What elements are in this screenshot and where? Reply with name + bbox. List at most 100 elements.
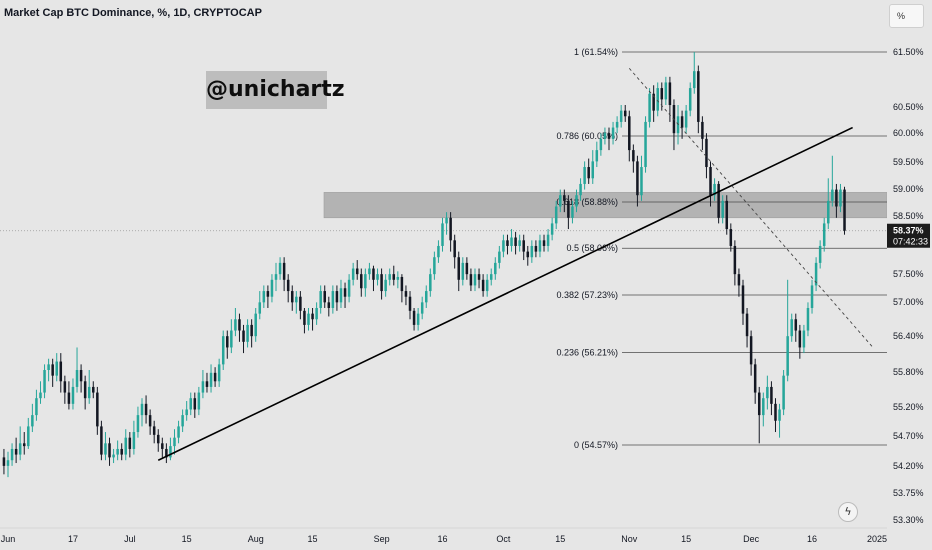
candle	[567, 200, 570, 218]
candle	[201, 381, 205, 393]
candle	[79, 370, 83, 382]
candle	[416, 313, 420, 325]
candle	[87, 386, 91, 399]
candle	[254, 313, 257, 337]
time-tick-label: 15	[681, 534, 691, 544]
price-axis-bg	[887, 0, 932, 550]
time-tick-label: 15	[308, 534, 318, 544]
candle	[628, 116, 631, 151]
candle	[664, 82, 668, 100]
unit-toggle-button[interactable]: %	[889, 4, 924, 28]
candle	[753, 364, 757, 393]
time-tick-label: Jun	[1, 534, 16, 544]
price-tick-label: 53.75%	[893, 488, 924, 498]
candle	[39, 392, 42, 399]
candle	[802, 330, 806, 348]
candle	[221, 336, 225, 365]
candle	[469, 274, 473, 286]
candle	[376, 274, 379, 280]
candle	[299, 296, 302, 311]
candle	[571, 206, 574, 218]
candle	[307, 313, 310, 325]
candle	[335, 291, 339, 303]
candle	[502, 240, 505, 252]
candle	[303, 310, 306, 325]
candle	[778, 409, 781, 421]
candle	[725, 200, 729, 230]
candle	[311, 313, 314, 320]
candle	[693, 71, 696, 89]
candle	[530, 245, 534, 258]
time-tick-label: 15	[555, 534, 565, 544]
candle	[290, 291, 294, 303]
candle	[10, 448, 14, 461]
fib-level-label: 1 (61.54%)	[574, 47, 618, 57]
candle	[762, 398, 765, 416]
candle	[538, 240, 542, 252]
candle	[250, 324, 253, 337]
candle	[144, 403, 148, 416]
candle	[51, 364, 54, 376]
fib-level-label: 0 (54.57%)	[574, 440, 618, 450]
candle	[412, 310, 416, 325]
candle	[774, 403, 777, 421]
time-tick-label: 16	[437, 534, 447, 544]
candle	[818, 245, 822, 263]
time-tick-label: Jul	[124, 534, 136, 544]
candle	[575, 195, 578, 207]
chart-title: Market Cap BTC Dominance, %, 1D, CRYPTOC…	[4, 7, 262, 19]
candle	[461, 262, 465, 280]
price-tick-label: 58.50%	[893, 211, 924, 221]
candle	[603, 133, 607, 139]
candle	[2, 457, 6, 466]
candle	[100, 426, 103, 455]
candle	[197, 392, 201, 410]
candle	[136, 415, 140, 433]
candle	[534, 245, 538, 252]
candle	[798, 330, 802, 348]
candle	[120, 448, 123, 455]
candle	[831, 189, 834, 201]
candle	[47, 364, 50, 371]
time-tick-label: Sep	[374, 534, 390, 544]
watermark: @unichartz	[206, 71, 345, 109]
candle	[177, 426, 180, 438]
candle	[445, 217, 448, 224]
candle	[35, 398, 38, 416]
candle	[22, 443, 26, 447]
time-tick-label: Aug	[248, 534, 264, 544]
candle	[189, 398, 192, 410]
candle	[489, 274, 493, 280]
fib-level-label: 0.618 (58.88%)	[556, 197, 618, 207]
candle	[104, 443, 107, 455]
candle	[360, 274, 363, 289]
candle	[364, 274, 367, 289]
candle	[400, 276, 404, 292]
candle	[181, 415, 184, 427]
candle	[67, 392, 71, 404]
resistance-zone	[323, 192, 888, 219]
candle	[258, 302, 262, 314]
price-tick-label: 54.20%	[893, 461, 924, 471]
candle	[343, 288, 347, 297]
candle	[827, 200, 830, 224]
candle	[810, 285, 814, 308]
candle	[92, 386, 95, 393]
candle	[140, 403, 144, 416]
time-tick-label: 16	[807, 534, 817, 544]
candle	[745, 313, 749, 337]
candle	[705, 138, 708, 168]
candle	[514, 237, 517, 246]
candle	[31, 415, 34, 427]
time-tick-label: 2025	[867, 534, 887, 544]
price-tick-label: 59.00%	[893, 184, 924, 194]
candle	[587, 167, 590, 179]
candle	[498, 251, 501, 263]
candle	[623, 110, 627, 117]
candle	[355, 268, 359, 275]
candle	[611, 127, 615, 139]
lightning-icon[interactable]: ϟ	[838, 502, 858, 522]
candle	[595, 150, 599, 162]
